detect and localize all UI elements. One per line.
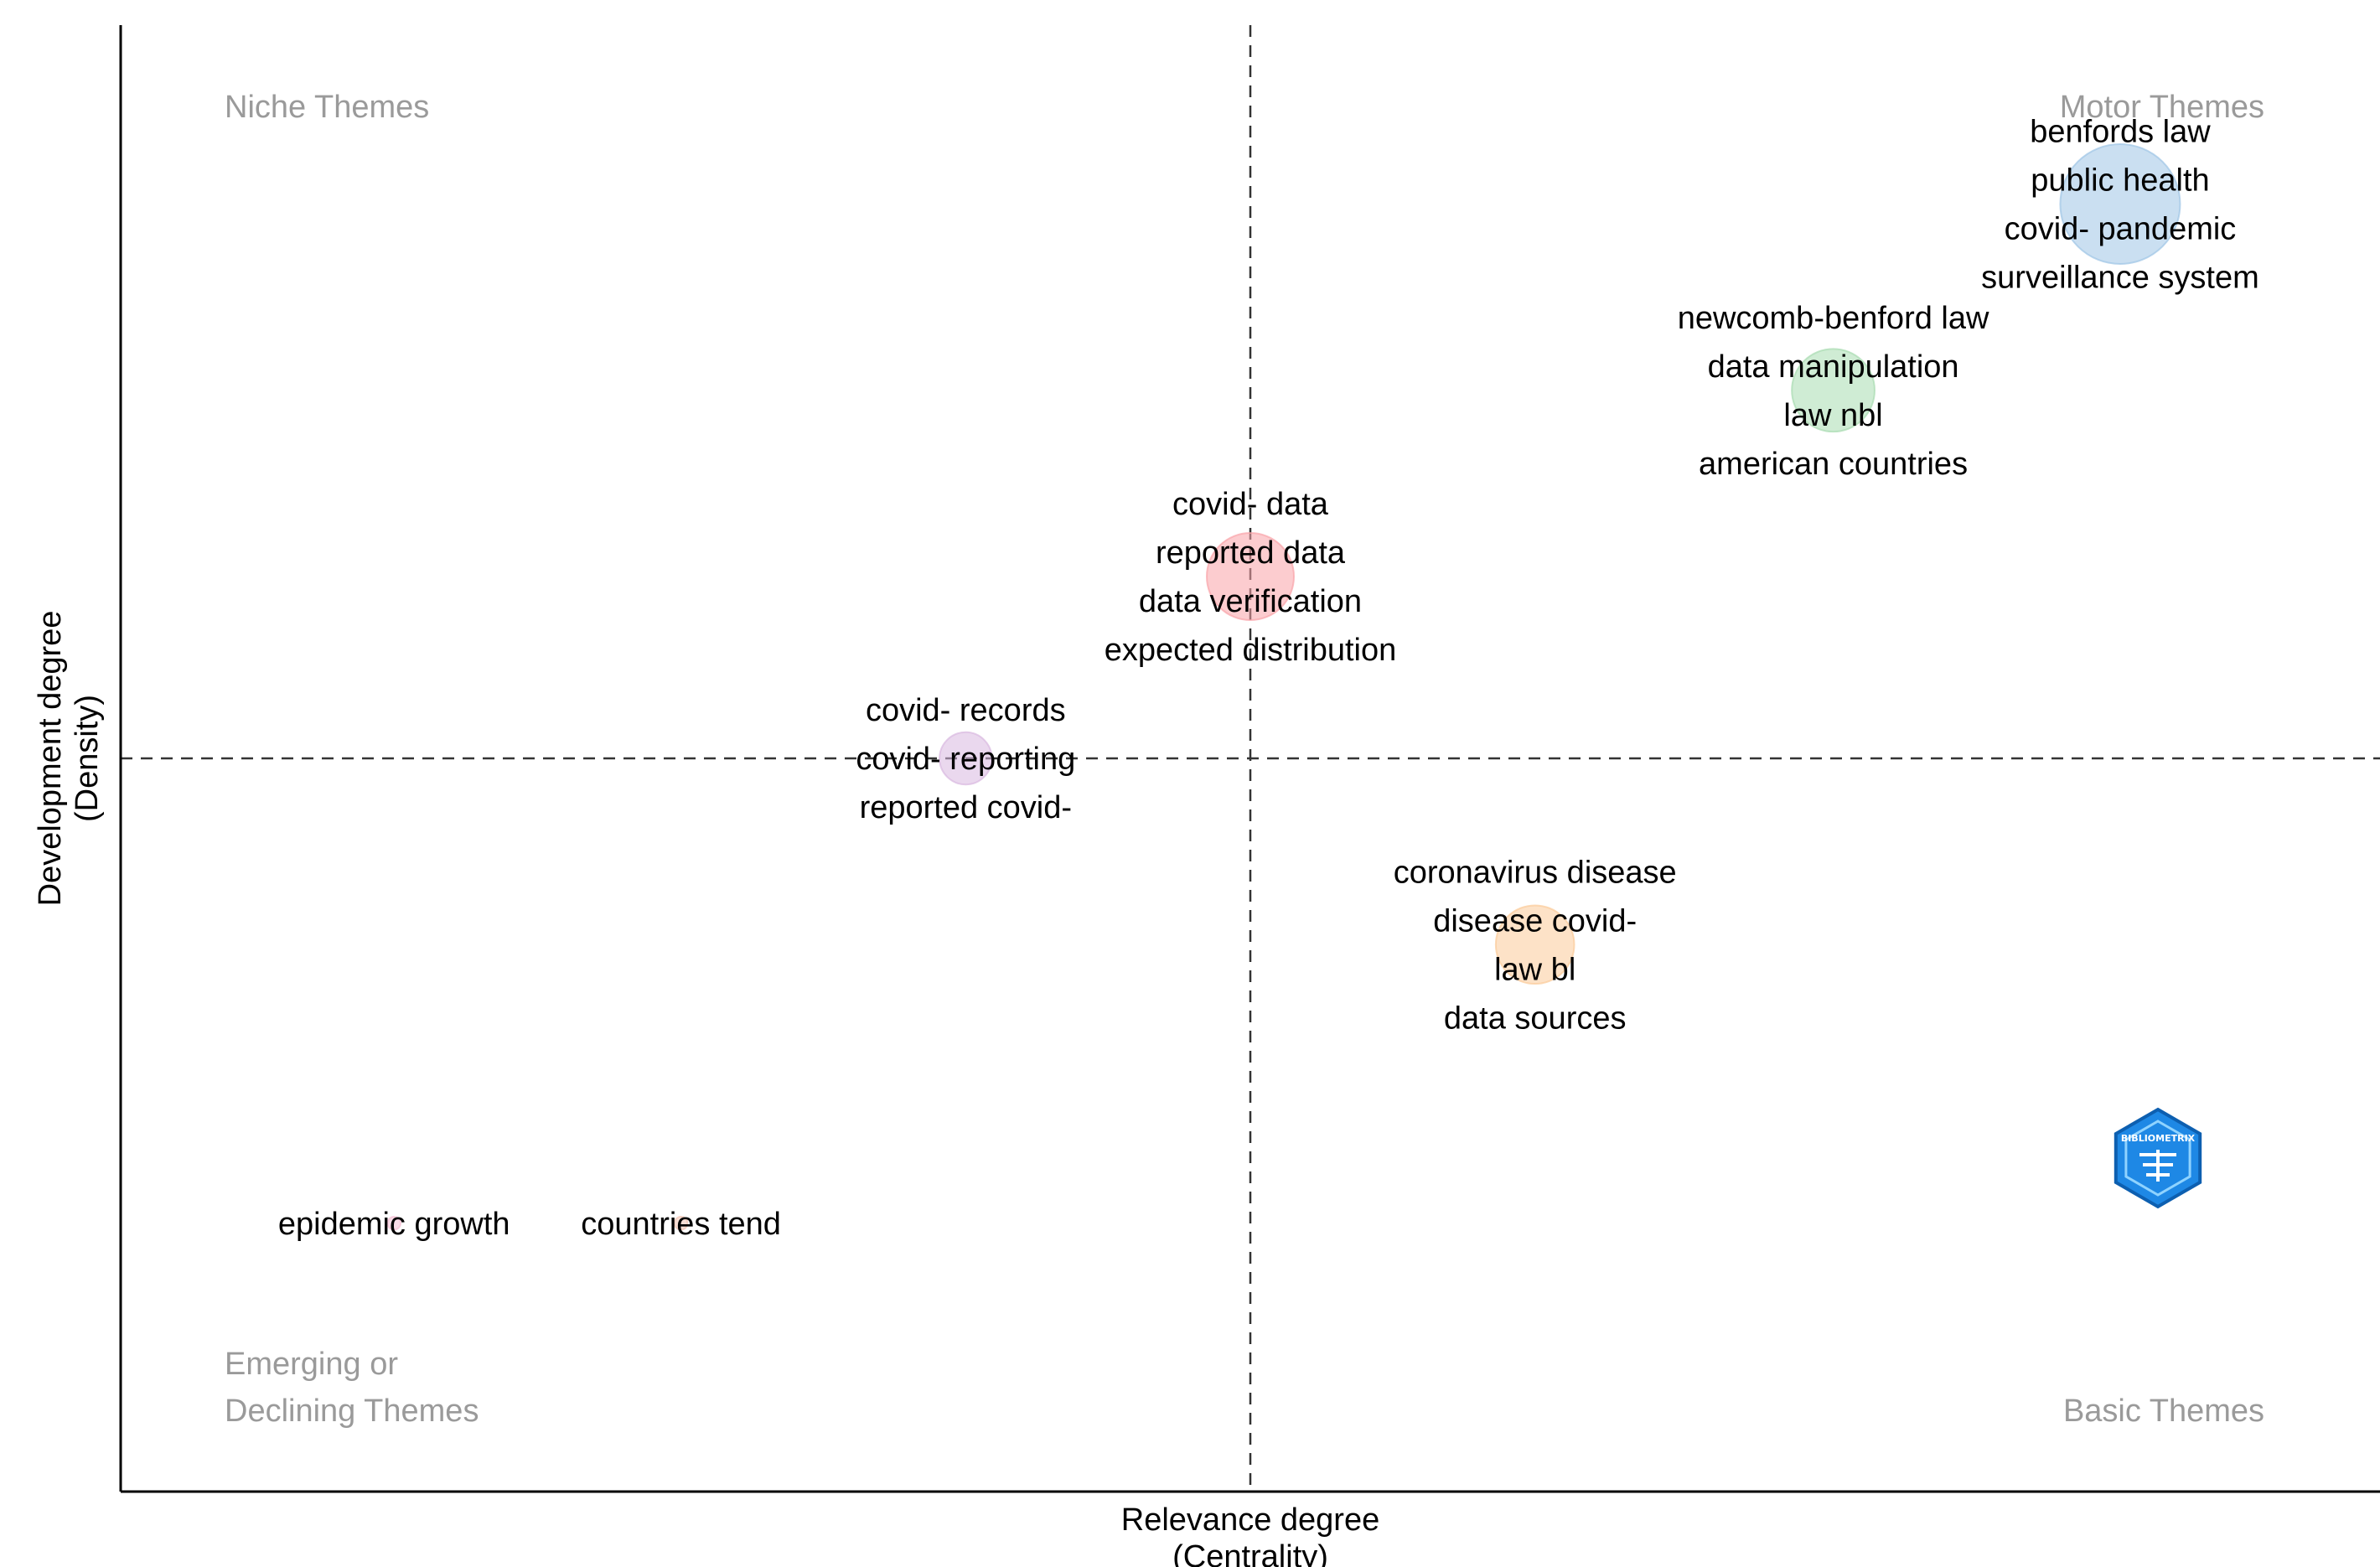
- cluster-label-text: data manipulation: [1708, 349, 1959, 385]
- cluster-label-text: data sources: [1444, 1001, 1627, 1036]
- cluster-label-text: countries tend: [581, 1207, 781, 1242]
- quadrant-label-top-right: Motor Themes: [2060, 90, 2264, 125]
- cluster-label-text: newcomb-benford law: [1678, 301, 1989, 336]
- reference-lines: [121, 25, 2380, 1492]
- cluster-label-text: reported data: [1156, 535, 1346, 571]
- cluster-label-text: covid- reporting: [856, 742, 1075, 777]
- cluster-bubble: [939, 731, 993, 786]
- bibliometrix-logo: BIBLIOMETRIX: [2114, 1107, 2202, 1209]
- cluster-bubble: [386, 1215, 402, 1231]
- cluster-label-text: benfords law: [2030, 115, 2211, 150]
- quadrant-label-bottom-left: Emerging or: [225, 1347, 398, 1382]
- cluster-bubble: [2059, 143, 2181, 265]
- quadrant-labels: Niche Themes Motor Themes Emerging or Decli…: [225, 90, 2264, 1429]
- cluster-label-text: american countries: [1699, 447, 1968, 482]
- quadrant-label-bottom-left: Declining Themes: [225, 1394, 479, 1429]
- cluster-label-text: coronavirus disease: [1394, 855, 1677, 890]
- x-axis-title: Relevance degree: [1121, 1502, 1379, 1538]
- cluster-bubble: [1206, 532, 1295, 621]
- cluster-label-text: law nbl: [1783, 398, 1882, 433]
- quadrant-label-top-left: Niche Themes: [225, 90, 429, 125]
- cluster-label-text: surveillance system: [1981, 261, 2259, 296]
- cluster-label-text: covid- data: [1172, 487, 1329, 522]
- quadrant-label-bottom-right: Basic Themes: [2063, 1394, 2264, 1429]
- cluster-bubble: [673, 1215, 689, 1231]
- cluster-bubble: [1494, 904, 1575, 985]
- cluster-labels: benfords law public health covid- pandemic…: [278, 115, 2259, 1242]
- cluster-label-text: epidemic growth: [278, 1207, 510, 1242]
- cluster-label-text: covid- records: [866, 693, 1066, 728]
- cluster-bubble: [1791, 348, 1876, 433]
- axes: [119, 25, 2380, 1493]
- cluster-label-text: expected distribution: [1105, 633, 1397, 668]
- x-axis-title: (Centrality): [1172, 1539, 1328, 1567]
- logo-inner-hexagon: [2124, 1120, 2191, 1197]
- cluster-label-text: data verification: [1139, 584, 1362, 619]
- cluster-bubbles: [386, 143, 2181, 1231]
- cluster-label-text: law bl: [1494, 952, 1575, 987]
- y-axis-title: (Density): [70, 695, 105, 822]
- cluster-label-text: disease covid-: [1433, 903, 1637, 939]
- axis-titles: Relevance degree(Centrality) Development …: [33, 611, 1379, 1567]
- logo-text: BIBLIOMETRIX: [2121, 1133, 2196, 1144]
- cluster-label-text: covid- pandemic: [2005, 212, 2237, 247]
- cluster-label-text: reported covid-: [860, 790, 1072, 825]
- y-axis-title: Development degree: [33, 611, 68, 907]
- cluster-label-text: public health: [2031, 163, 2209, 199]
